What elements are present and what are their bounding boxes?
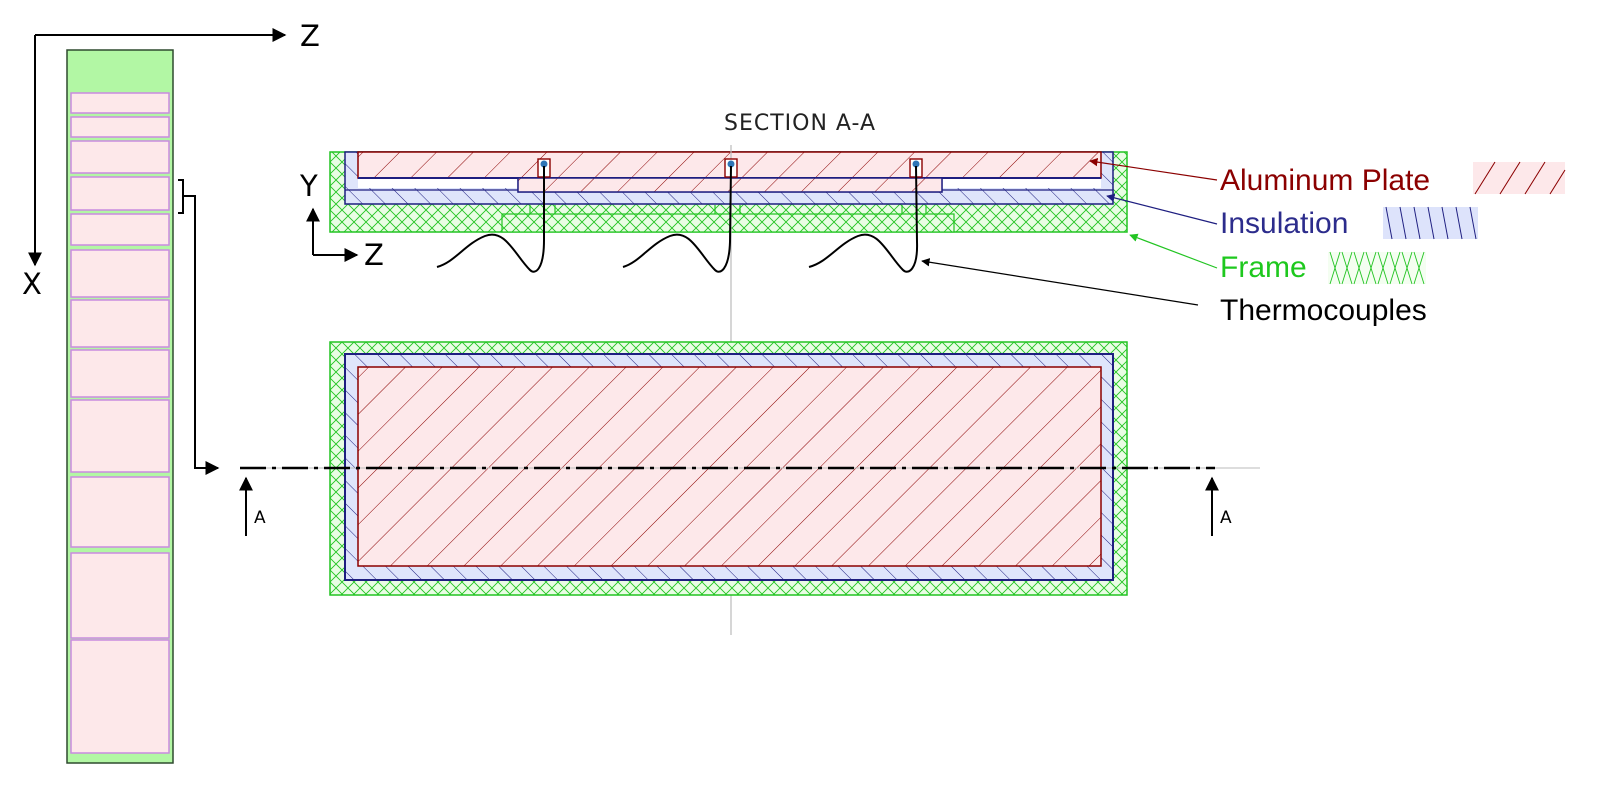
strip-cell <box>70 140 170 174</box>
legend-label-insulation: Insulation <box>1220 207 1348 240</box>
legend-label-thermocouples: Thermocouples <box>1220 294 1427 327</box>
legend-label-aluminum: Aluminum Plate <box>1220 164 1430 197</box>
cut-marker-left: A <box>254 508 266 528</box>
plate-stack-strip <box>66 49 174 764</box>
legend: Aluminum Plate Insulation Frame Thermoco… <box>1220 161 1566 327</box>
strip-cell <box>70 299 170 348</box>
strip-cells <box>70 92 170 754</box>
axis-label-y-section: Y <box>299 169 318 203</box>
legend-label-frame: Frame <box>1220 251 1307 284</box>
cut-marker-right: A <box>1220 508 1232 528</box>
legend-swatch-frame <box>1328 251 1426 285</box>
strip-cell <box>70 116 170 138</box>
strip-cell <box>70 92 170 114</box>
axis-label-x-left: X <box>22 267 42 301</box>
strip-cell <box>70 349 170 398</box>
strip-cell <box>70 176 170 211</box>
section-title: SECTION A-A <box>724 111 876 136</box>
strip-cell <box>70 639 170 754</box>
axis-label-z-top: Z <box>300 19 320 53</box>
strip-cell <box>70 213 170 246</box>
plan-view: A A <box>239 330 1260 635</box>
strip-cell <box>70 249 170 298</box>
strip-cell <box>70 476 170 548</box>
strip-cell <box>70 552 170 639</box>
legend-swatch-aluminum <box>1473 161 1566 195</box>
strip-cell <box>70 399 170 473</box>
axis-label-z-section: Z <box>364 238 384 272</box>
legend-swatch-insulation <box>1383 206 1478 240</box>
left-axes: Z X <box>22 19 320 301</box>
thermocouple-wires <box>436 158 923 273</box>
section-leader <box>178 179 220 475</box>
section-view: SECTION A-A <box>299 111 1128 330</box>
legend-leaders <box>921 157 1218 306</box>
